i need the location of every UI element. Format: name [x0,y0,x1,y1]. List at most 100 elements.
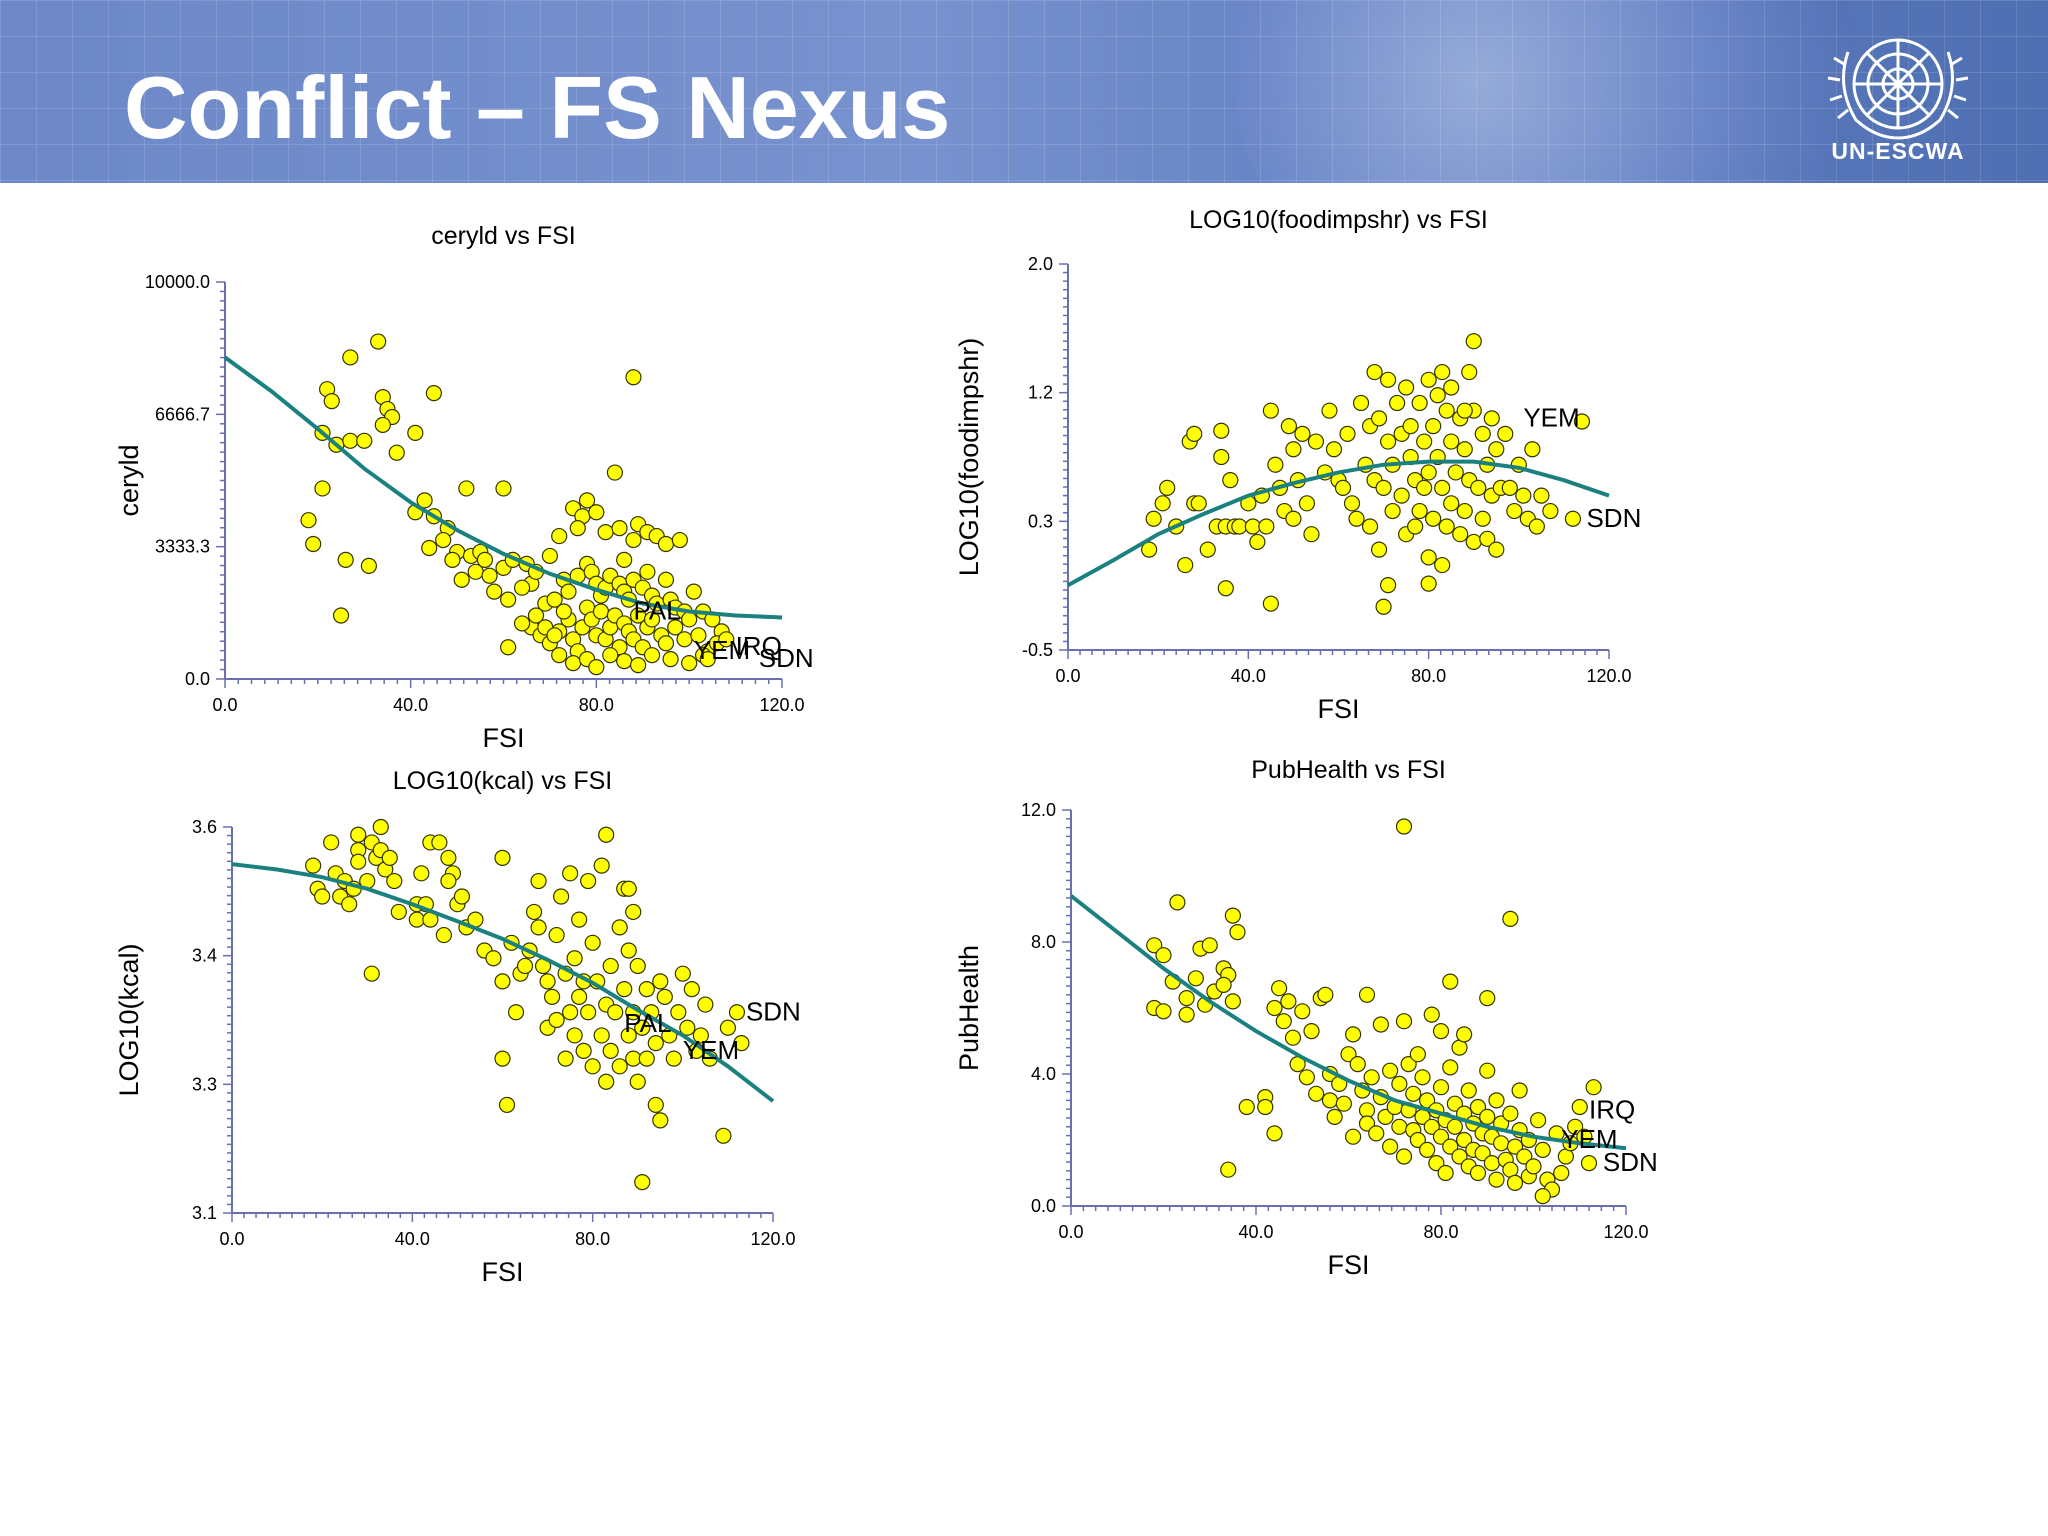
data-point [494,849,511,866]
data-point [500,639,517,656]
data-point [341,896,358,913]
data-point [715,1127,732,1144]
data-point [607,1004,624,1021]
x-axis-label: FSI [481,1257,523,1287]
data-point [662,651,679,668]
data-point [1303,526,1320,543]
data-point [1428,1155,1445,1172]
data-point [638,1050,655,1067]
data-point [580,872,597,890]
data-point [1416,479,1433,496]
data-point [440,849,457,866]
data-point [1307,433,1325,450]
data-point [1411,502,1428,520]
data-point [1456,402,1473,419]
data-point [1409,1046,1426,1063]
y-tick-label: 12.0 [1021,800,1056,820]
logo-text: UN-ESCWA [1831,138,1965,164]
data-point [674,965,691,982]
data-point [657,535,675,553]
data-point [546,591,563,608]
data-point [638,981,655,998]
chart-kcal-vs-fsi: LOG10(kcal) vs FSI 0.0 40.0 80.0 120.0 3.1 3.3… [114,767,801,1287]
data-point [1325,441,1343,458]
data-point [539,973,556,990]
data-point [571,988,588,1005]
y-tick-label: -0.5 [1022,640,1053,660]
x-tick-label: 40.0 [393,695,428,715]
data-point [1213,422,1230,439]
data-point [1395,1013,1413,1030]
y-tick-label: 0.0 [185,669,210,689]
data-point [683,981,700,998]
data-point [699,651,716,668]
data-point [1201,937,1218,954]
data-point [1416,433,1433,450]
data-point [1370,410,1388,427]
data-point [1407,518,1424,535]
data-point [1154,495,1171,512]
x-axis-label: FSI [482,723,524,753]
data-point [1443,433,1460,450]
data-point [458,480,475,497]
data-point [593,1027,610,1044]
data-point [597,524,614,541]
data-point [588,504,605,521]
data-point [548,1011,565,1029]
data-point [733,1035,750,1052]
data-point [1186,425,1203,442]
y-axis-label: ceryld [114,444,144,516]
data-point [1326,1108,1343,1125]
data-point [1442,973,1459,990]
data-point [1345,1026,1362,1043]
data-point [551,647,568,664]
data-point [370,333,387,350]
data-point [1402,418,1419,435]
data-point [1382,1138,1399,1155]
data-point [1420,464,1437,481]
data-point [1141,541,1158,558]
data-point [625,369,642,386]
data-point [625,1050,642,1067]
data-point [1339,425,1356,442]
data-point [530,872,547,890]
data-point [652,973,669,990]
data-point [1145,510,1162,527]
data-point [525,903,543,921]
data-point [1375,598,1392,615]
data-point [620,942,637,959]
data-point [1363,1069,1380,1086]
data-point [1379,577,1397,594]
data-point [667,619,684,636]
data-point [1528,518,1545,535]
data-point [1423,1006,1440,1023]
data-point [690,627,707,644]
data-point [598,826,615,843]
data-point [1155,947,1172,964]
data-point [1506,502,1523,520]
data-point [386,872,403,890]
data-point [425,385,442,402]
data-point [1294,1003,1311,1020]
data-point [444,551,461,568]
data-point [1391,1075,1408,1092]
data-point [639,563,656,580]
data-point [671,531,688,549]
data-point [620,880,637,897]
data-point [513,579,531,596]
data-point [1446,1095,1463,1112]
data-point [1340,1046,1357,1063]
chart-pubhealth-vs-fsi: PubHealth vs FSI 0.0 40.0 80.0 120.0 0.0 4.0 8.… [954,756,1658,1280]
data-point [575,1042,592,1059]
data-point [1400,1056,1417,1073]
data-point [1177,556,1194,574]
data-point [305,535,322,553]
data-point [588,658,605,676]
data-point [1262,595,1279,612]
un-emblem-icon [1827,38,1969,140]
data-point [421,539,438,557]
data-point [1438,518,1455,535]
data-point [1511,1082,1528,1099]
data-point [1317,986,1334,1003]
data-point [1465,533,1482,551]
